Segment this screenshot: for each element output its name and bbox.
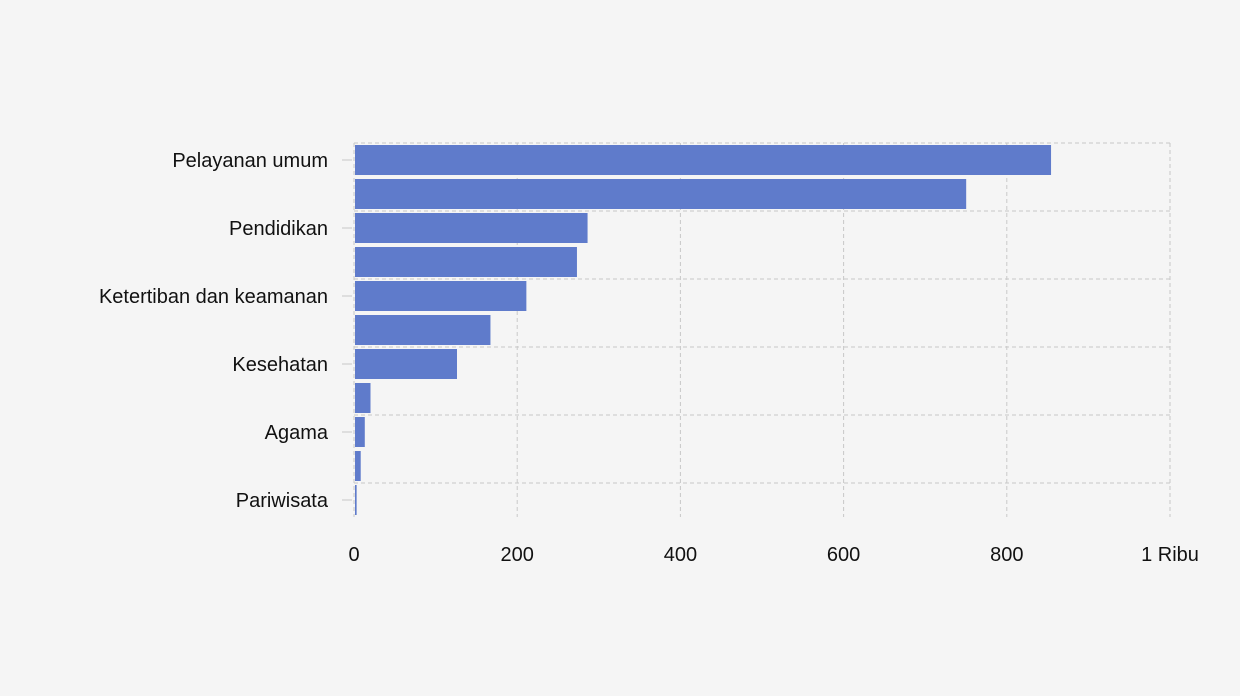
category-label: Pelayanan umum [172, 150, 328, 172]
category-label: Ketertiban dan keamanan [99, 286, 328, 308]
bars [355, 145, 1052, 515]
category-labels: Pelayanan umum Pendidikan Ketertiban dan k… [99, 150, 352, 512]
bar[interactable] [355, 247, 577, 277]
grid [353, 142, 1171, 517]
x-tick-label: 200 [501, 544, 534, 566]
category-label: Kesehatan [232, 354, 328, 376]
x-tick-label: 0 [348, 544, 359, 566]
bar[interactable] [355, 281, 527, 311]
category-label: Pendidikan [229, 218, 328, 240]
bar[interactable] [355, 213, 588, 243]
bar[interactable] [355, 451, 361, 481]
bar[interactable] [355, 485, 357, 515]
x-tick-label: 400 [664, 544, 697, 566]
x-axis-labels: 0 200 400 600 800 1 Ribu [348, 544, 1198, 566]
bar[interactable] [355, 349, 457, 379]
bar[interactable] [355, 315, 491, 345]
category-label: Pariwisata [236, 490, 329, 512]
x-tick-label: 1 Ribu [1141, 544, 1199, 566]
bar[interactable] [355, 417, 365, 447]
x-tick-label: 600 [827, 544, 860, 566]
bar[interactable] [355, 179, 967, 209]
bar[interactable] [355, 383, 371, 413]
bar[interactable] [355, 145, 1052, 175]
category-label: Agama [265, 422, 329, 444]
x-tick-label: 800 [990, 544, 1023, 566]
